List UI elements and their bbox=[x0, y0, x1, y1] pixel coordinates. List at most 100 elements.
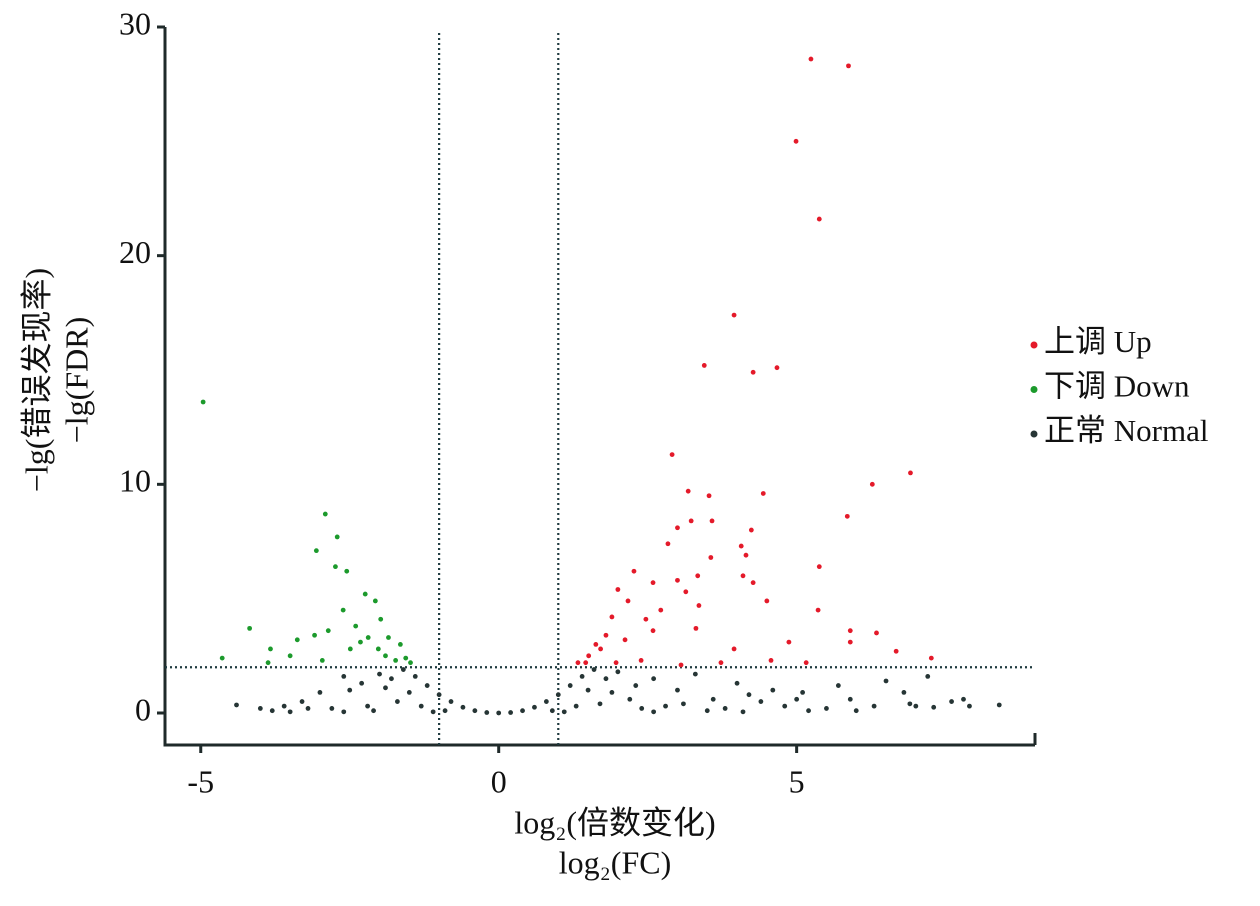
point bbox=[806, 708, 811, 714]
point bbox=[731, 312, 737, 318]
point bbox=[675, 525, 680, 531]
point bbox=[372, 598, 378, 604]
point bbox=[650, 628, 656, 634]
point bbox=[847, 696, 853, 702]
point bbox=[708, 555, 714, 560]
legend-label: 正常 Normal bbox=[1044, 413, 1208, 448]
point bbox=[412, 674, 418, 679]
point bbox=[844, 513, 850, 519]
point bbox=[913, 703, 919, 709]
point bbox=[347, 646, 353, 652]
point bbox=[847, 639, 853, 645]
point bbox=[586, 653, 592, 659]
legend-marker bbox=[1030, 386, 1038, 393]
point bbox=[609, 614, 615, 620]
point bbox=[313, 548, 319, 554]
point bbox=[696, 603, 702, 608]
point bbox=[561, 709, 567, 715]
point bbox=[675, 687, 680, 693]
point bbox=[746, 692, 752, 698]
point bbox=[638, 657, 644, 663]
point bbox=[294, 637, 300, 643]
point bbox=[585, 687, 591, 693]
point bbox=[319, 657, 325, 663]
point bbox=[347, 687, 353, 693]
point bbox=[555, 692, 561, 698]
point bbox=[247, 625, 253, 631]
point bbox=[377, 671, 382, 677]
point bbox=[949, 699, 954, 704]
point bbox=[371, 708, 376, 714]
point bbox=[281, 703, 287, 709]
point bbox=[908, 470, 913, 476]
legend-label: 下调 Down bbox=[1044, 369, 1190, 404]
point bbox=[846, 63, 851, 69]
point bbox=[317, 690, 323, 695]
point bbox=[907, 701, 913, 707]
point bbox=[683, 589, 689, 595]
point bbox=[389, 676, 394, 682]
point bbox=[358, 639, 363, 645]
x-axis-title: log₂(倍数变化) bbox=[514, 804, 715, 840]
point bbox=[393, 657, 399, 663]
point bbox=[622, 637, 628, 643]
point bbox=[484, 710, 490, 715]
point bbox=[816, 216, 822, 222]
point bbox=[598, 646, 603, 652]
point bbox=[774, 365, 780, 371]
point bbox=[883, 678, 889, 684]
point bbox=[424, 683, 430, 688]
point bbox=[718, 660, 724, 666]
y-tick-label: 10 bbox=[119, 463, 151, 499]
point bbox=[597, 701, 603, 707]
point bbox=[593, 641, 599, 647]
point bbox=[397, 641, 403, 647]
point bbox=[643, 616, 649, 622]
point bbox=[678, 662, 684, 668]
point bbox=[734, 680, 740, 686]
point bbox=[770, 687, 776, 693]
point bbox=[669, 452, 675, 457]
point bbox=[573, 703, 579, 709]
point bbox=[824, 706, 829, 711]
point bbox=[287, 709, 293, 715]
point bbox=[609, 690, 615, 695]
y-axis-title: −lg(FDR) bbox=[58, 317, 94, 444]
point bbox=[901, 690, 907, 695]
y-tick-label: 30 bbox=[119, 5, 151, 41]
point bbox=[869, 481, 875, 487]
point bbox=[650, 580, 656, 586]
point bbox=[408, 660, 413, 666]
point bbox=[633, 683, 639, 688]
y-tick-label: 0 bbox=[135, 691, 151, 727]
point bbox=[344, 568, 350, 574]
point bbox=[658, 607, 664, 613]
point bbox=[340, 607, 346, 613]
point bbox=[333, 564, 338, 570]
point bbox=[234, 702, 239, 708]
y-axis-title: −lg(错误发现率) bbox=[18, 268, 54, 492]
point bbox=[615, 587, 621, 592]
point bbox=[257, 706, 263, 711]
point bbox=[750, 369, 756, 375]
point bbox=[472, 708, 478, 714]
point bbox=[362, 591, 368, 597]
point bbox=[375, 646, 381, 652]
point bbox=[925, 674, 931, 679]
point bbox=[768, 657, 774, 663]
point bbox=[743, 552, 749, 558]
point bbox=[549, 708, 555, 714]
point bbox=[386, 635, 391, 640]
point bbox=[200, 399, 206, 405]
legend-marker bbox=[1030, 341, 1038, 349]
point bbox=[692, 671, 698, 677]
point bbox=[603, 632, 609, 638]
point bbox=[383, 653, 388, 659]
y-axis-label: −lg(错误发现率) −lg(FDR) bbox=[18, 268, 94, 492]
point bbox=[383, 685, 388, 691]
point bbox=[448, 699, 454, 704]
point bbox=[219, 655, 225, 661]
point bbox=[365, 703, 371, 709]
point bbox=[329, 706, 335, 711]
point bbox=[418, 703, 424, 709]
